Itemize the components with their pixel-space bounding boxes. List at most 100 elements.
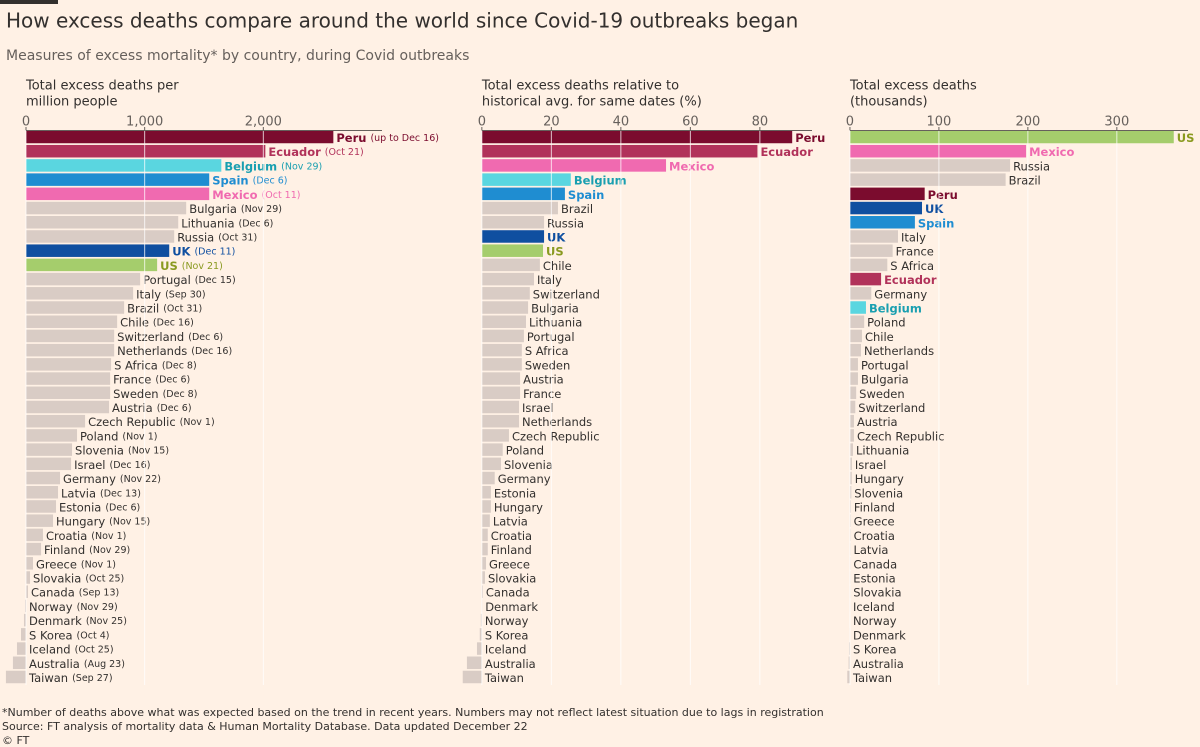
bar [25,585,29,598]
bar-label: Switzerland [533,287,600,301]
bar-label: S Korea [853,642,897,656]
bar-label: Iceland [485,642,527,656]
bar [849,429,854,442]
bar [479,628,482,641]
category-label: S Korea [485,628,529,642]
bar [849,230,898,243]
bar [25,557,33,570]
bar [25,528,43,542]
bar-label: S Korea [485,628,529,642]
bar [480,613,482,627]
category-label: Belgium [869,301,922,315]
category-label: Poland [506,443,544,457]
bar [481,443,503,456]
date-note: (Sep 30) [165,289,205,300]
category-label: Portugal [861,358,909,372]
date-note: (Nov 21) [182,260,223,271]
bar [25,471,61,485]
category-label: S Africa [525,344,569,358]
date-note: (Dec 6) [105,502,140,513]
bar-label: Brazil (Oct 31) [127,301,202,315]
bar [21,628,26,641]
bar [849,287,872,300]
date-note: (Dec 6) [155,374,190,385]
bar [25,201,187,215]
x-tick-label: 300 [1104,115,1129,130]
category-label: Denmark [29,614,82,628]
bar [481,130,793,144]
category-label: Bulgaria [861,372,909,386]
category-label: Finland [44,543,85,557]
bar-label: France [523,386,561,400]
bar-label: Latvia [493,514,528,528]
bar [849,414,854,428]
bar-label: Norway [485,614,529,628]
bar [462,670,482,684]
bar-label: Israel [855,457,886,471]
bar-label: Lithuania [856,443,909,457]
category-label: Poland [80,429,118,443]
date-note: (Nov 15) [128,445,169,456]
date-note: (Nov 29) [77,601,118,612]
category-label: France [523,386,561,400]
bar [25,315,118,328]
bar-label: Switzerland (Dec 6) [117,329,223,343]
category-label: Peru [795,131,825,145]
bar-label: France [896,244,934,258]
x-tick-label: 200 [1015,115,1040,130]
bar [849,159,1011,172]
category-label: Australia [853,656,904,670]
bar-label: Denmark (Nov 25) [29,614,127,628]
bar-label: Russia [1013,159,1050,173]
bar-label: Estonia [494,486,536,500]
bar [481,173,571,186]
bar-label: Iceland [853,599,895,613]
bar-label: Estonia (Dec 6) [59,500,140,514]
bar-label: Finland (Nov 29) [44,543,130,557]
category-label: Austria [523,372,564,386]
date-note: (Dec 6) [157,402,192,413]
bar-label: Portugal [527,329,575,343]
bar [25,343,115,357]
category-label: Mexico [1029,145,1074,159]
category-label: Latvia [493,514,528,528]
category-label: Chile [865,329,894,343]
category-label: Brazil [1009,173,1041,187]
bar-label: Canada [486,585,530,599]
category-label: UK [172,244,191,258]
date-note: (Aug 23) [84,658,125,669]
category-label: Peru [928,187,958,201]
bar [25,216,179,229]
bar-label: Belgium [574,173,627,187]
bar-label: Czech Republic [857,429,945,443]
bar-label: Mexico [1029,145,1074,159]
bar-label: Slovakia (Oct 25) [33,571,124,585]
category-label: Peru [336,131,366,145]
bar-label: Belgium [869,301,922,315]
bar-label: Brazil [1009,173,1041,187]
bar [481,429,509,442]
date-note: (Dec 16) [153,317,194,328]
bar [481,187,565,201]
category-label: Estonia [59,500,101,514]
category-label: Sweden [113,386,158,400]
bar-label: Mexico (Oct 11) [212,187,300,201]
category-label: US [160,258,178,272]
bar [849,400,856,414]
bar [25,301,125,314]
category-label: Ecuador [884,273,937,287]
category-label: Bulgaria [531,301,579,315]
bar [481,500,491,513]
bar-label: Taiwan (Sep 27) [28,670,113,684]
category-label: Brazil [561,202,593,216]
bar-label: Ecuador [884,273,937,287]
bar [849,216,915,229]
panel-title: Total excess deaths [849,79,977,94]
bar-label: Greece [854,514,895,528]
bar [25,443,73,456]
bar-label: Iceland (Oct 25) [29,642,114,656]
category-label: Chile [120,315,149,329]
x-tick-label: 40 [613,115,630,130]
bar-label: Chile [543,258,572,272]
bar [25,159,222,172]
